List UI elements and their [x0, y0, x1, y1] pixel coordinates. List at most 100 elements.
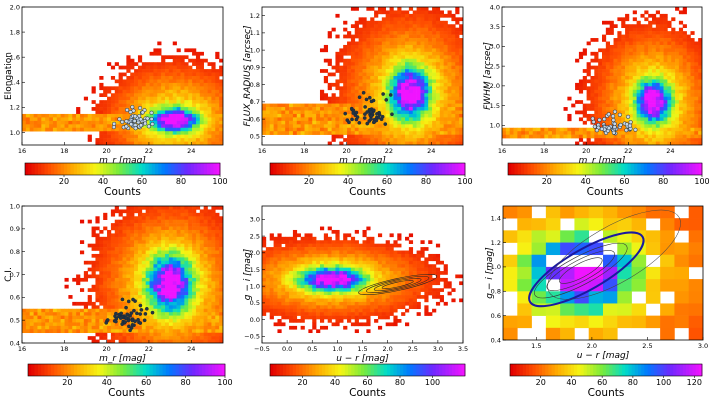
heatmap-cell [428, 10, 433, 15]
heatmap-cell [56, 124, 61, 129]
heatmap-cell [459, 65, 463, 70]
heatmap-cell [347, 76, 352, 80]
heatmap-cell [536, 134, 541, 139]
heatmap-cell [439, 134, 444, 139]
heatmap-cell [389, 103, 394, 108]
colorbar-segment [448, 163, 453, 175]
heatmap-cell [165, 93, 170, 97]
heatmap-cell [347, 62, 352, 66]
heatmap-cell [354, 34, 359, 39]
heatmap-cell [613, 107, 618, 111]
heatmap-cell [103, 127, 108, 132]
heatmap-cell [377, 31, 383, 35]
heatmap-cell [188, 131, 193, 135]
heatmap-cell [165, 209, 170, 214]
colorbar-segment [643, 163, 648, 175]
colorbar-segment [426, 163, 430, 175]
heatmap-cell [184, 219, 189, 224]
colorbar-tick-label: 40 [343, 177, 353, 186]
heatmap-cell [675, 96, 680, 101]
heatmap-cell [99, 131, 104, 135]
heatmap-cell [397, 124, 402, 129]
heatmap-cell [87, 117, 92, 122]
heatmap-cell [628, 141, 634, 145]
heatmap-cell [671, 138, 676, 142]
heatmap-cell [134, 325, 139, 330]
heatmap-cell [118, 72, 123, 77]
heatmap-cell [149, 89, 154, 94]
heatmap-cell [99, 107, 104, 111]
heatmap-cell [652, 62, 657, 66]
heatmap-cell [374, 96, 379, 101]
heatmap-cell [165, 62, 170, 66]
heatmap-cell [628, 113, 634, 118]
heatmap-cell [188, 295, 193, 299]
heatmap-cell [605, 58, 610, 63]
colorbar-segment [299, 163, 303, 175]
heatmap-cell [366, 38, 371, 42]
source-marker [383, 122, 388, 126]
heatmap-cell [110, 305, 116, 310]
heatmap-cell [176, 253, 181, 258]
heatmap-cell [180, 62, 185, 66]
heatmap-cell [590, 93, 595, 97]
heatmap-cell [165, 138, 170, 142]
heatmap-cell [192, 138, 197, 142]
heatmap-cell [401, 62, 406, 66]
colorbar-segment [682, 163, 687, 175]
heatmap-cell [327, 120, 332, 125]
heatmap-cell [114, 336, 119, 340]
heatmap-cell [192, 86, 197, 91]
heatmap-cell [103, 332, 108, 337]
heatmap-cell [366, 93, 371, 97]
heatmap-cell [219, 141, 223, 145]
heatmap-cell [663, 103, 668, 108]
heatmap-cell [168, 253, 174, 258]
heatmap-cell [141, 301, 146, 306]
heatmap-cell [41, 120, 46, 125]
heatmap-cell [682, 117, 687, 122]
heatmap-cell [652, 41, 657, 46]
heatmap-cell [188, 288, 193, 292]
heatmap-cell [432, 86, 437, 91]
heatmap-cell [339, 127, 344, 132]
heatmap-cell [130, 134, 135, 139]
heatmap-cell [412, 82, 417, 87]
heatmap-cell [362, 55, 367, 60]
heatmap-cell [323, 117, 329, 122]
heatmap-cell [675, 82, 680, 87]
heatmap-cell [435, 107, 441, 111]
heatmap-cell [153, 229, 158, 234]
heatmap-cell [625, 107, 630, 111]
heatmap-cell [632, 82, 637, 87]
heatmap-cell [598, 103, 603, 108]
heatmap-cell [153, 48, 158, 53]
heatmap-cell [184, 76, 189, 80]
heatmap-cell [690, 131, 695, 135]
heatmap-cell [118, 65, 123, 70]
heatmap-cell [602, 76, 607, 80]
heatmap-cell [134, 264, 139, 268]
heatmap-cell [184, 325, 189, 330]
heatmap-cell [455, 41, 460, 46]
heatmap-cell [594, 51, 599, 56]
heatmap-cell [172, 240, 177, 244]
heatmap-cell [141, 332, 146, 337]
heatmap-cell [655, 124, 660, 129]
heatmap-cell [659, 58, 664, 63]
heatmap-cell [451, 134, 456, 139]
heatmap-cell [184, 274, 189, 279]
heatmap-cell [219, 134, 223, 139]
heatmap-cell [180, 96, 185, 101]
heatmap-cell [141, 79, 146, 84]
heatmap-cell [532, 131, 537, 135]
colorbar-segment [187, 163, 192, 175]
heatmap-cell [598, 138, 603, 142]
heatmap-cell [636, 72, 641, 77]
heatmap-cell [343, 89, 348, 94]
colorbar-segment [575, 163, 580, 175]
heatmap-cell [331, 110, 336, 115]
heatmap-cell [153, 226, 158, 231]
